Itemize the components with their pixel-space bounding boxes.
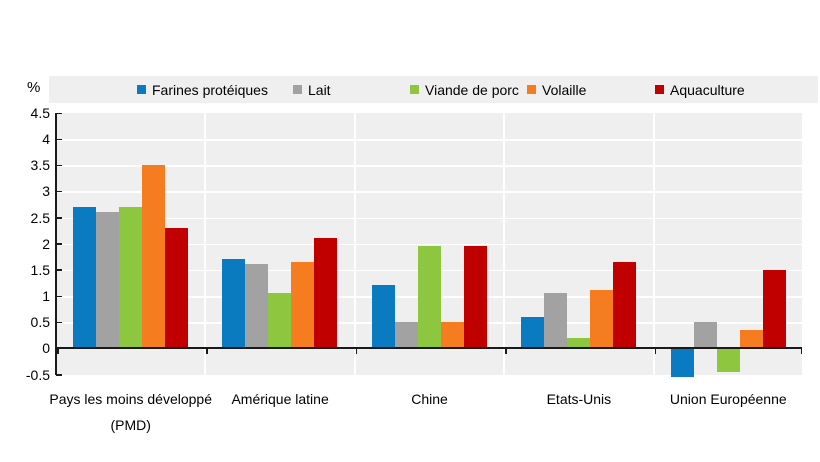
legend-label: Farines protéiques: [152, 81, 268, 98]
x-tick: [206, 349, 208, 354]
legend-swatch-1: [137, 85, 146, 94]
y-tick: [56, 112, 62, 114]
bar: [73, 207, 96, 348]
x-axis-label: Chine: [411, 391, 448, 407]
legend-item: Volaille: [527, 76, 586, 103]
x-tick: [505, 349, 507, 354]
y-tick: [56, 243, 62, 245]
legend-swatch-4: [527, 85, 536, 94]
y-tick-label: 4.5: [30, 105, 50, 121]
y-tick-label: 1: [42, 288, 50, 305]
legend-label: Volaille: [542, 81, 587, 98]
y-tick-label: 4: [42, 131, 50, 148]
x-axis-label: Union Européenne: [669, 391, 787, 407]
bar: [567, 338, 591, 348]
bar: [142, 165, 165, 348]
bar: [371, 285, 395, 348]
legend: Farines protéiques Lait Viande de porc Vola…: [49, 76, 818, 103]
legend-item: Viande de porc: [410, 76, 519, 103]
y-tick-label: 2.5: [30, 209, 50, 226]
legend-item: Farines protéiques: [137, 76, 268, 103]
bar: [394, 322, 418, 348]
y-tick: [56, 269, 62, 271]
category-panels: [57, 113, 803, 377]
legend-label: Viande de porc: [425, 81, 519, 98]
bar: [222, 259, 246, 348]
bar: [268, 293, 292, 348]
legend-swatch-2: [293, 85, 302, 94]
bar: [739, 330, 763, 348]
y-tick-label: 0: [42, 340, 50, 357]
y-tick-label: -0.5: [25, 366, 50, 383]
legend-swatch-3: [410, 85, 419, 94]
bar: [245, 264, 269, 348]
x-tick: [355, 349, 358, 354]
y-tick-label: 2: [42, 235, 50, 252]
bar: [544, 293, 568, 348]
y-tick: [56, 138, 62, 141]
bar: [291, 262, 315, 348]
category-panel: [654, 113, 803, 377]
y-tick: [56, 374, 62, 376]
legend-item: Lait: [293, 76, 331, 103]
legend-label: Aquaculture: [670, 81, 745, 98]
y-tick-label: 1.5: [30, 261, 50, 278]
y-axis-unit-label: %: [27, 79, 41, 96]
category-panel: [355, 113, 504, 375]
bar: [96, 212, 119, 348]
x-axis-zero-line: [57, 347, 802, 349]
bar: [119, 207, 142, 348]
y-tick-label: 3.5: [30, 157, 50, 174]
bar: [716, 348, 740, 372]
bar: [463, 246, 487, 348]
bar: [314, 238, 338, 348]
bar: [590, 290, 614, 348]
bar: [417, 246, 441, 348]
y-tick: [56, 190, 62, 193]
x-axis-label: Etats-Unis: [546, 391, 612, 407]
category-panel: [206, 113, 354, 375]
bar: [440, 322, 464, 348]
y-tick: [56, 321, 62, 324]
x-tick: [654, 349, 657, 354]
y-tick: [56, 295, 62, 298]
bar: [165, 228, 188, 348]
y-tick: [56, 164, 62, 167]
bar: [762, 270, 786, 348]
x-tick: [800, 349, 802, 354]
bar: [693, 322, 717, 348]
x-axis-label: Amérique latine: [231, 391, 329, 407]
category-panel: [57, 113, 205, 375]
y-axis-line: [55, 113, 57, 375]
y-tick-label: 3: [42, 183, 50, 200]
x-axis-label: Pays les moins développé (PMD): [49, 391, 213, 433]
bar: [670, 348, 694, 377]
plot-area: 4.5 4 3.5 3 2.5 2 1.5 1 0.5 0 -0.5: [0, 106, 820, 382]
y-tick-label: 0.5: [30, 314, 50, 331]
bar: [521, 317, 545, 348]
category-panel: [505, 113, 653, 375]
bar: [613, 262, 637, 348]
legend-label: Lait: [308, 81, 331, 98]
y-tick: [56, 217, 62, 219]
legend-item: Aquaculture: [655, 76, 745, 103]
x-tick: [57, 349, 59, 354]
legend-swatch-5: [655, 85, 664, 94]
